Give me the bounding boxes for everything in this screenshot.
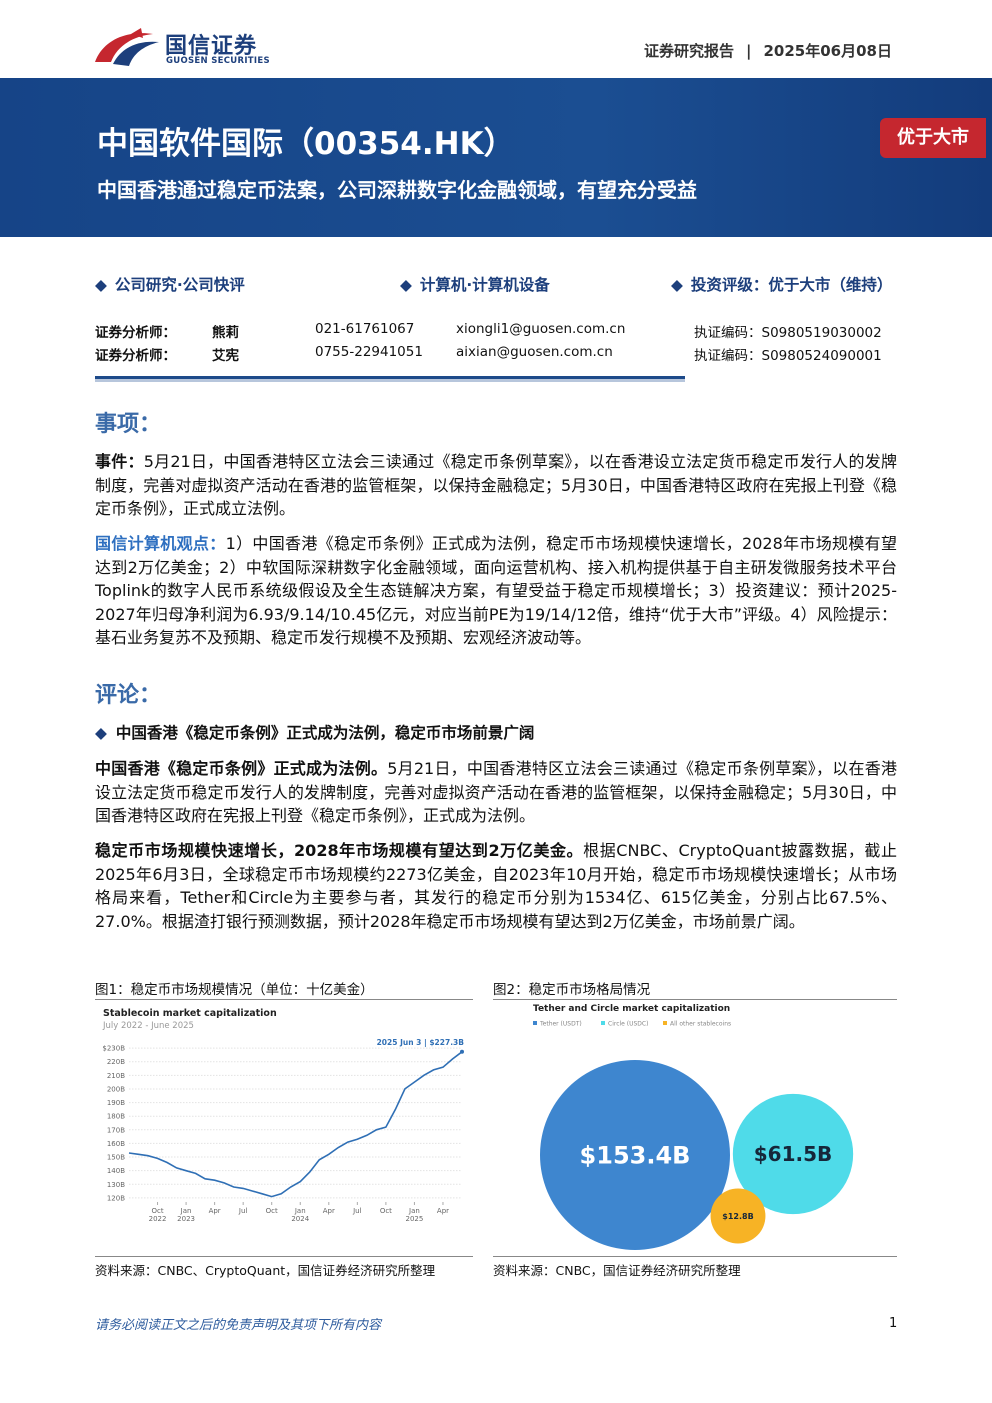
figure-frame bbox=[493, 999, 897, 1257]
data-line bbox=[128, 1051, 463, 1198]
header-meta: 证券研究报告 | 2025年06月08日 bbox=[644, 42, 893, 60]
chart: Tether and Circle market capitalization T… bbox=[533, 1004, 854, 1250]
logo bbox=[95, 28, 159, 66]
paragraph: 事件：5月21日，中国香港特区立法会三读通过《稳定币条例草案》，以在香港设立法定… bbox=[95, 450, 897, 521]
y-tick-label: 130B bbox=[107, 1181, 125, 1189]
analyst-cert: 执证编码：S0980524090001 bbox=[694, 348, 882, 364]
paragraph-lead: 事件： bbox=[95, 452, 144, 471]
figure-caption: 图1：稳定币市场规模情况（单位：十亿美金） bbox=[95, 982, 374, 998]
report-date: 2025年06月08日 bbox=[763, 42, 893, 60]
report-title: 中国软件国际（00354.HK） bbox=[97, 126, 515, 162]
y-tick-label: $230B bbox=[102, 1045, 125, 1053]
section-heading: 评论： bbox=[95, 683, 162, 708]
divider bbox=[95, 376, 685, 379]
x-tick-label: Oct 2022 bbox=[148, 1207, 167, 1223]
bubble-label: $61.5B bbox=[754, 1142, 833, 1166]
legend-swatch bbox=[601, 1021, 605, 1025]
analyst-phone: 021-61761067 bbox=[315, 321, 415, 337]
y-tick-label: 160B bbox=[107, 1140, 125, 1148]
x-tick-label: Jan 2024 bbox=[291, 1207, 310, 1223]
report-subtitle: 中国香港通过稳定币法案，公司深耕数字化金融领域，有望充分受益 bbox=[97, 178, 697, 202]
paragraph: 稳定币市场规模快速增长，2028年市场规模有望达到2万亿美金。根据CNBC、Cr… bbox=[95, 839, 897, 933]
legend-swatch bbox=[663, 1021, 667, 1025]
tag: 计算机·计算机设备 bbox=[400, 273, 550, 295]
x-tick-label: Apr bbox=[208, 1207, 221, 1215]
y-tick-label: 150B bbox=[107, 1154, 125, 1162]
bubble-label: $153.4B bbox=[580, 1141, 691, 1169]
y-tick-label: 120B bbox=[107, 1194, 125, 1202]
legend-label: All other stablecoins bbox=[670, 1021, 731, 1028]
bubble bbox=[540, 1060, 730, 1250]
analyst-name: 熊莉 bbox=[212, 325, 239, 341]
analyst-role: 证券分析师： bbox=[95, 348, 176, 364]
end-point bbox=[460, 1049, 464, 1054]
chart-title: Stablecoin market capitalization bbox=[103, 1008, 277, 1019]
paragraph-text: 根据CNBC、CryptoQuant披露数据，截止2025年6月3日，全球稳定币… bbox=[95, 841, 897, 931]
legend-swatch bbox=[533, 1021, 537, 1025]
y-tick-label: 140B bbox=[107, 1167, 125, 1175]
paragraph-text: 5月21日，中国香港特区立法会三读通过《稳定币条例草案》，以在香港设立法定货币稳… bbox=[95, 452, 897, 519]
figure-frame bbox=[95, 999, 473, 1257]
analyst-email: aixian@guosen.com.cn bbox=[456, 344, 613, 360]
figure-source: 资料来源：CNBC、CryptoQuant，国信证券经济研究所整理 bbox=[95, 1263, 436, 1278]
legend-label: Circle (USDC) bbox=[608, 1021, 648, 1028]
annotation: 2025 Jun 3 | $227.3B bbox=[377, 1038, 465, 1048]
bubble bbox=[732, 1093, 854, 1215]
x-tick-label: Jan 2023 bbox=[177, 1207, 195, 1223]
analyst-email: xiongli1@guosen.com.cn bbox=[456, 321, 626, 337]
report-type: 证券研究报告 bbox=[644, 42, 735, 60]
legend-label: Tether (USDT) bbox=[539, 1021, 582, 1028]
banner bbox=[0, 78, 992, 237]
tag: 公司研究·公司快评 bbox=[95, 273, 245, 295]
bubble-label: $12.8B bbox=[722, 1212, 753, 1221]
analyst-phone: 0755-22941051 bbox=[315, 344, 423, 360]
company-name-en: GUOSEN SECURITIES bbox=[166, 56, 270, 66]
analyst-role: 证券分析师： bbox=[95, 325, 176, 341]
analyst-cert: 执证编码：S0980519030002 bbox=[694, 325, 882, 341]
paragraph-lead: 稳定币市场规模快速增长，2028年市场规模有望达到2万亿美金。 bbox=[95, 841, 584, 860]
analyst-name: 艾宪 bbox=[212, 348, 239, 364]
paragraph-lead: 中国香港《稳定币条例》正式成为法例。 bbox=[95, 759, 388, 778]
figure: 图2：稳定币市场格局情况 资料来源：CNBC，国信证券经济研究所整理 Tethe… bbox=[493, 978, 897, 1278]
y-tick-label: 170B bbox=[107, 1126, 125, 1134]
company-name: 国信证券 bbox=[165, 34, 258, 59]
y-tick-label: 180B bbox=[107, 1113, 125, 1121]
y-tick-label: 220B bbox=[107, 1058, 125, 1066]
x-tick-label: Apr bbox=[322, 1207, 335, 1215]
paragraph-text: 1）中国香港《稳定币条例》正式成为法例，稳定币市场规模快速增长，2028年市场规… bbox=[95, 534, 897, 648]
y-tick-label: 200B bbox=[107, 1085, 125, 1093]
page-number: 1 bbox=[889, 1316, 898, 1331]
chart-subtitle: July 2022 - June 2025 bbox=[102, 1021, 194, 1031]
bullet-heading: 中国香港《稳定币条例》正式成为法例，稳定币市场前景广阔 bbox=[95, 721, 535, 743]
x-tick-label: Jul bbox=[238, 1207, 248, 1215]
figure-source: 资料来源：CNBC，国信证券经济研究所整理 bbox=[493, 1263, 741, 1278]
bubble bbox=[710, 1188, 766, 1244]
chart-title: Tether and Circle market capitalization bbox=[533, 1004, 730, 1014]
tag: 投资评级：优于大市（维持） bbox=[671, 273, 893, 295]
figure-caption: 图2：稳定币市场格局情况 bbox=[493, 982, 651, 998]
y-tick-label: 210B bbox=[107, 1072, 125, 1080]
section-heading: 事项： bbox=[95, 412, 162, 437]
paragraph: 国信计算机观点：1）中国香港《稳定币条例》正式成为法例，稳定币市场规模快速增长，… bbox=[95, 532, 897, 650]
paragraph-text: 5月21日，中国香港特区立法会三读通过《稳定币条例草案》，以在香港设立法定货币稳… bbox=[95, 759, 897, 826]
figure: 图1：稳定币市场规模情况（单位：十亿美金） 资料来源：CNBC、CryptoQu… bbox=[95, 978, 473, 1278]
rating: 优于大市 bbox=[880, 118, 986, 158]
disclaimer: 请务必阅读正文之后的免责声明及其项下所有内容 bbox=[95, 1318, 382, 1333]
x-tick-label: Apr bbox=[436, 1207, 450, 1215]
y-tick-label: 190B bbox=[107, 1099, 125, 1107]
x-tick-label: Oct bbox=[379, 1207, 392, 1215]
x-tick-label: Oct bbox=[265, 1207, 278, 1215]
chart: Stablecoin market capitalization July 202… bbox=[102, 1008, 465, 1205]
paragraph-lead: 国信计算机观点： bbox=[95, 534, 226, 553]
paragraph: 中国香港《稳定币条例》正式成为法例。5月21日，中国香港特区立法会三读通过《稳定… bbox=[95, 757, 897, 828]
x-tick-label: Jul bbox=[353, 1207, 362, 1215]
x-tick-label: Jan 2025 bbox=[405, 1207, 424, 1223]
